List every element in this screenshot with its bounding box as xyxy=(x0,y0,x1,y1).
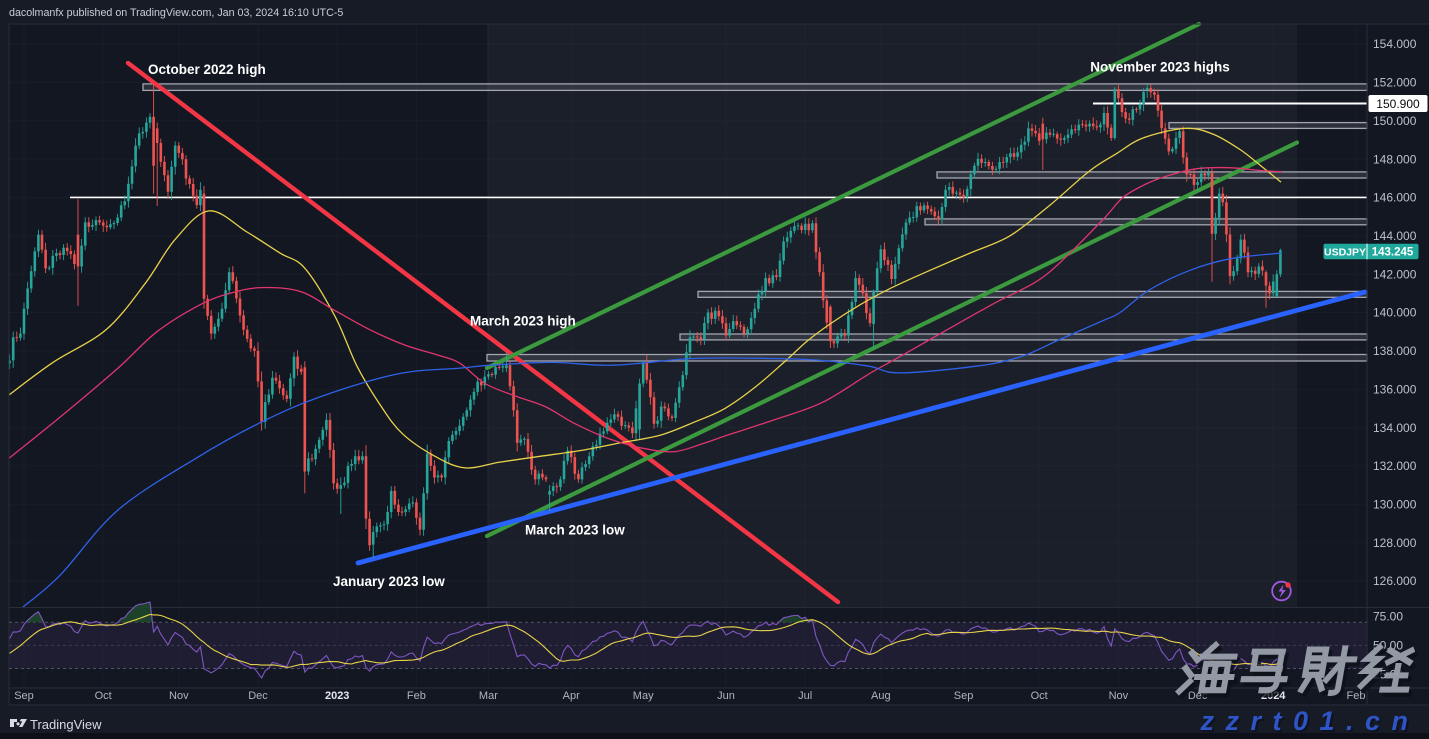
svg-text:zzrt01.cn: zzrt01.cn xyxy=(1201,708,1421,738)
svg-text:Oct: Oct xyxy=(95,690,112,702)
svg-text:zzrt01.cn: zzrt01.cn xyxy=(1199,706,1419,736)
svg-text:154.000: 154.000 xyxy=(1373,37,1417,51)
svg-text:136.000: 136.000 xyxy=(1373,382,1417,396)
svg-text:May: May xyxy=(633,690,654,702)
svg-text:142.000: 142.000 xyxy=(1373,267,1417,281)
svg-text:January 2023 low: January 2023 low xyxy=(333,574,445,589)
svg-text:TradingView: TradingView xyxy=(30,717,102,732)
svg-text:Jun: Jun xyxy=(717,690,735,702)
svg-text:75.00: 75.00 xyxy=(1373,610,1403,624)
svg-text:Nov: Nov xyxy=(1109,690,1129,702)
svg-text:132.000: 132.000 xyxy=(1373,459,1417,473)
svg-text:Oct: Oct xyxy=(1031,690,1048,702)
svg-text:152.000: 152.000 xyxy=(1373,76,1417,90)
svg-text:Mar: Mar xyxy=(479,690,498,702)
svg-text:130.000: 130.000 xyxy=(1373,498,1417,512)
svg-text:143.245: 143.245 xyxy=(1372,247,1414,259)
svg-text:March 2023 low: March 2023 low xyxy=(525,523,625,538)
svg-text:138.000: 138.000 xyxy=(1373,344,1417,358)
svg-text:dacolmanfx published on Tradin: dacolmanfx published on TradingView.com,… xyxy=(9,7,343,19)
svg-text:November 2023 highs: November 2023 highs xyxy=(1090,60,1230,75)
svg-text:Nov: Nov xyxy=(169,690,189,702)
svg-text:2023: 2023 xyxy=(325,690,349,702)
svg-text:Jul: Jul xyxy=(798,690,812,702)
svg-text:140.000: 140.000 xyxy=(1373,306,1417,320)
svg-text:Feb: Feb xyxy=(1347,690,1366,702)
svg-text:146.000: 146.000 xyxy=(1373,191,1417,205)
svg-text:Feb: Feb xyxy=(407,690,426,702)
svg-text:150.900: 150.900 xyxy=(1376,97,1420,111)
svg-text:134.000: 134.000 xyxy=(1373,421,1417,435)
svg-text:USDJPY: USDJPY xyxy=(1324,247,1366,259)
svg-text:126.000: 126.000 xyxy=(1373,574,1417,588)
svg-text:Apr: Apr xyxy=(563,690,580,702)
svg-text:148.000: 148.000 xyxy=(1373,152,1417,166)
svg-text:150.000: 150.000 xyxy=(1373,114,1417,128)
svg-text:144.000: 144.000 xyxy=(1373,229,1417,243)
svg-text:Aug: Aug xyxy=(871,690,891,702)
svg-text:October 2022 high: October 2022 high xyxy=(148,62,266,77)
svg-text:Sep: Sep xyxy=(14,690,34,702)
svg-text:March 2023 high: March 2023 high xyxy=(470,314,576,329)
svg-text:Sep: Sep xyxy=(954,690,974,702)
svg-text:128.000: 128.000 xyxy=(1373,536,1417,550)
svg-text:Dec: Dec xyxy=(248,690,268,702)
